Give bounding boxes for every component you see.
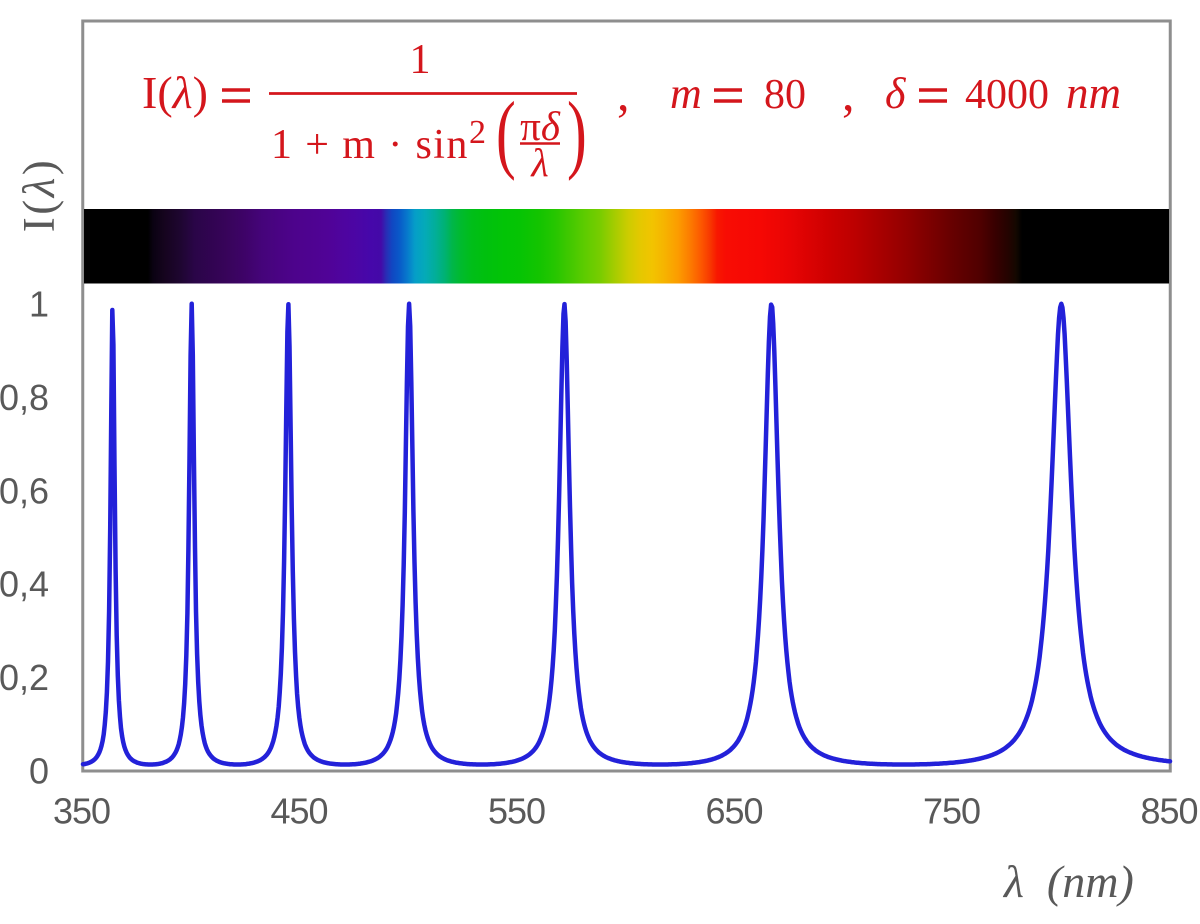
svg-text:4000: 4000 bbox=[965, 72, 1049, 118]
svg-text:0,4: 0,4 bbox=[0, 564, 49, 605]
svg-text:0,2: 0,2 bbox=[0, 657, 49, 698]
svg-text:350: 350 bbox=[53, 791, 110, 832]
svg-text:550: 550 bbox=[488, 791, 545, 832]
svg-text:850: 850 bbox=[1140, 791, 1197, 832]
svg-text:λ: λ bbox=[530, 140, 548, 185]
svg-text:750: 750 bbox=[923, 791, 980, 832]
svg-text:,: , bbox=[842, 65, 855, 121]
svg-text:I(λ): I(λ) bbox=[142, 67, 208, 118]
svg-text:,: , bbox=[617, 65, 630, 121]
svg-text:80: 80 bbox=[764, 72, 806, 118]
svg-text:0,6: 0,6 bbox=[0, 471, 49, 512]
svg-text:): ) bbox=[567, 85, 587, 182]
svg-text:1: 1 bbox=[410, 37, 431, 83]
svg-text:(: ( bbox=[496, 85, 516, 182]
svg-text:450: 450 bbox=[270, 791, 327, 832]
svg-text:λ (nm): λ (nm) bbox=[1002, 856, 1134, 907]
svg-text:m: m bbox=[670, 69, 702, 118]
svg-text:δ: δ bbox=[885, 69, 907, 118]
svg-text:I(λ): I(λ) bbox=[14, 158, 64, 232]
svg-text:650: 650 bbox=[705, 791, 762, 832]
svg-text:2: 2 bbox=[469, 114, 486, 151]
svg-text:0,8: 0,8 bbox=[0, 377, 49, 418]
svg-text:πδ: πδ bbox=[520, 103, 561, 149]
svg-text:1: 1 bbox=[29, 284, 49, 325]
svg-text:0: 0 bbox=[29, 750, 49, 791]
svg-text:1 + m · sin: 1 + m · sin bbox=[271, 122, 469, 168]
svg-text:nm: nm bbox=[1066, 68, 1121, 118]
